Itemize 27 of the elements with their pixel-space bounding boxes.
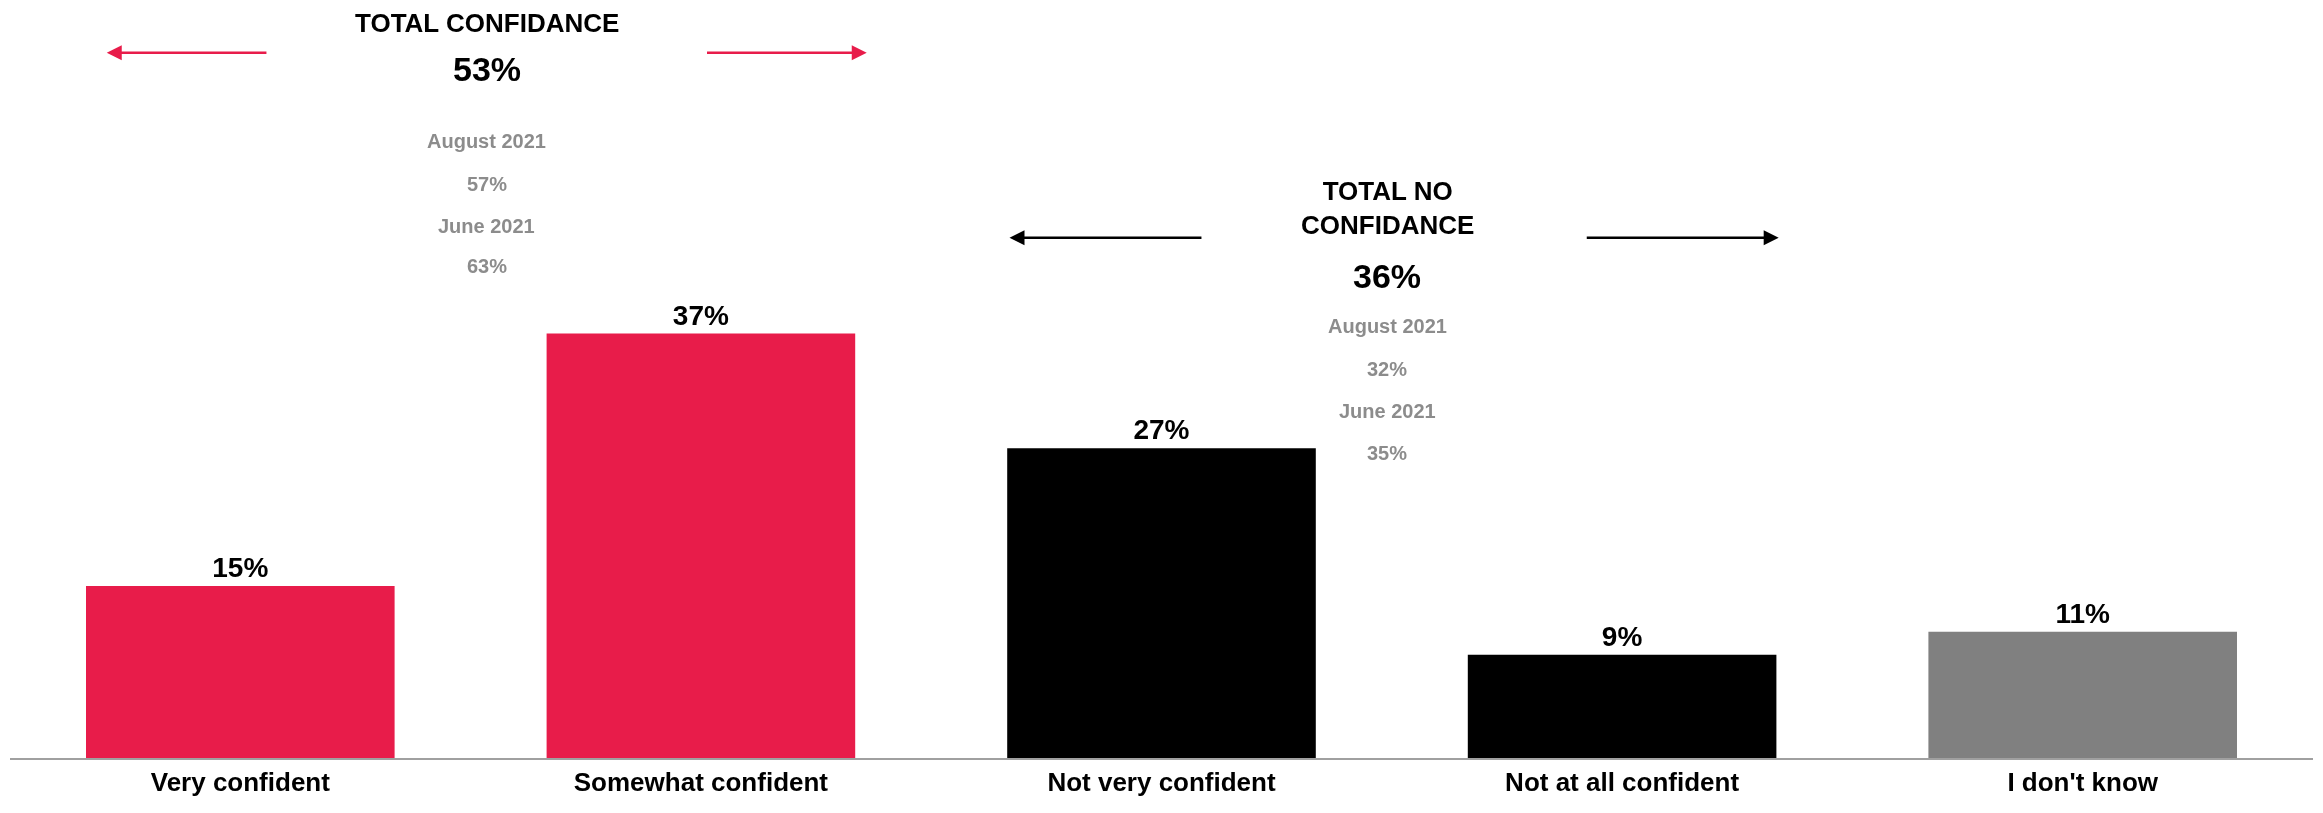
text: 53% [453,50,522,88]
data-label: 11% [2055,597,2110,629]
text: August 2021 [427,130,546,152]
x-tick-label: I don't know [2007,766,2159,797]
data-label: 27% [1133,414,1190,446]
annotation: August 2021 [1328,315,1447,337]
bar [1928,631,2237,758]
x-tick-label: Not very confident [1047,766,1276,797]
annotation: 32% [1367,358,1408,380]
data-label: 37% [672,299,729,331]
text: 63% [467,255,508,277]
annotation: June 2021 [1339,400,1436,422]
bar [1467,654,1777,758]
bar [546,333,856,758]
text: TOTAL CONFIDANCE [355,8,620,38]
x-tick-label: Very confident [150,766,331,797]
text: 57% [467,173,508,195]
text: TOTAL NO CONFIDANCE [1301,176,1475,240]
data-label: 9% [1601,620,1643,652]
data-label: 15% [212,551,269,583]
bar [1007,448,1316,758]
x-tick-label: Not at all confident [1505,766,1740,797]
bar [86,585,395,758]
text: 36% [1353,257,1422,295]
x-tick-label: Somewhat confident [573,766,829,797]
text: June 2021 [438,215,535,237]
annotation: 35% [1367,442,1408,464]
